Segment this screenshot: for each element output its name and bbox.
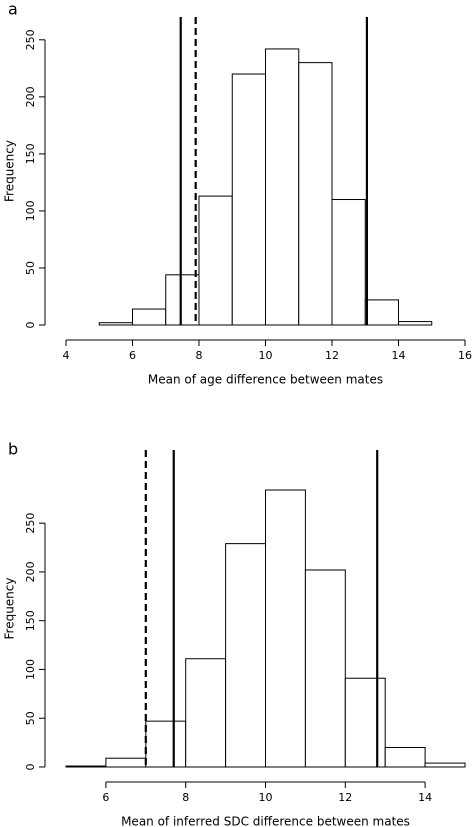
- panel-label: a: [8, 0, 18, 19]
- bar: [304, 569, 346, 768]
- y-tick-label: 100: [24, 200, 37, 221]
- bar: [65, 765, 107, 768]
- bar: [384, 746, 426, 768]
- y-tick-label: 200: [24, 561, 37, 582]
- bar: [265, 48, 300, 326]
- bar: [105, 757, 147, 768]
- panel-label: b: [8, 440, 18, 459]
- x-tick-label: 12: [338, 791, 352, 804]
- bar: [165, 274, 200, 326]
- y-tick-label: 150: [24, 610, 37, 631]
- bar: [265, 489, 306, 768]
- bar: [231, 73, 266, 326]
- y-tick-label: 150: [24, 143, 37, 164]
- x-tick-label: 14: [392, 349, 406, 362]
- y-tick-label: 50: [24, 711, 37, 725]
- bar: [398, 321, 433, 326]
- x-tick-label: 8: [182, 791, 189, 804]
- x-tick-label: 12: [325, 349, 339, 362]
- bar: [298, 62, 333, 326]
- bar: [225, 543, 267, 768]
- x-tick-label: 14: [418, 791, 432, 804]
- y-axis-label: Frequency: [3, 140, 17, 202]
- x-tick-label: 8: [196, 349, 203, 362]
- bar: [331, 199, 366, 326]
- bar: [424, 762, 466, 768]
- bar: [344, 677, 386, 768]
- bar: [185, 658, 227, 768]
- bar: [98, 322, 133, 326]
- bar: [132, 308, 167, 326]
- x-tick-label: 4: [63, 349, 70, 362]
- x-tick-label: 10: [259, 791, 273, 804]
- x-tick-label: 10: [259, 349, 273, 362]
- y-tick-label: 0: [24, 764, 37, 771]
- y-tick-label: 50: [24, 261, 37, 275]
- y-tick-label: 250: [24, 513, 37, 534]
- y-axis-label: Frequency: [3, 578, 17, 640]
- y-tick-label: 100: [24, 659, 37, 680]
- x-tick-label: 6: [129, 349, 136, 362]
- bar: [198, 195, 233, 326]
- x-tick-label: 16: [458, 349, 472, 362]
- y-tick-label: 200: [24, 86, 37, 107]
- y-tick-label: 0: [24, 322, 37, 329]
- x-axis-label: Mean of inferred SDC difference between …: [121, 815, 410, 827]
- x-tick-label: 6: [102, 791, 109, 804]
- bar: [364, 299, 399, 326]
- bar: [145, 720, 187, 768]
- y-tick-label: 250: [24, 29, 37, 50]
- x-axis-label: Mean of age difference between mates: [148, 373, 383, 387]
